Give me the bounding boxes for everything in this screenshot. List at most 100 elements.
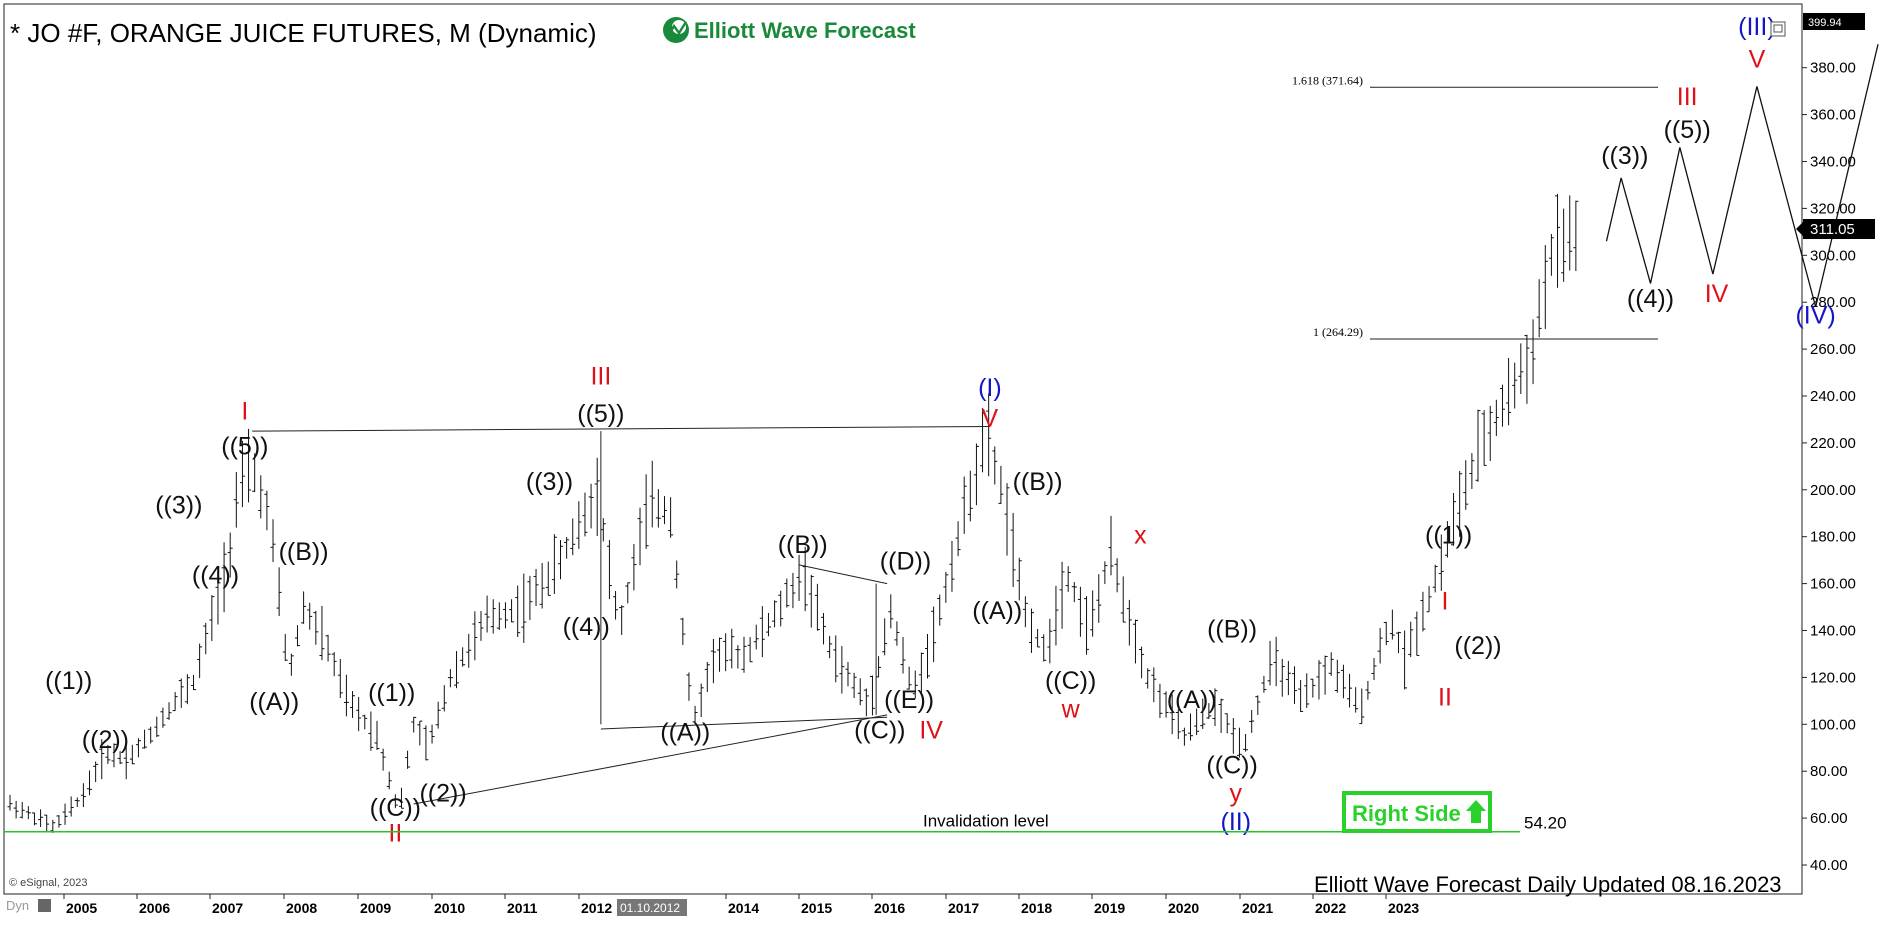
x-tick-label: 2014 xyxy=(728,900,759,916)
price-bar xyxy=(1555,193,1561,288)
price-bar xyxy=(441,685,447,712)
wave-label: ((1)) xyxy=(368,679,415,707)
price-bar xyxy=(1010,512,1016,588)
wave-label: ((5)) xyxy=(1664,116,1711,144)
dyn-control[interactable]: Dyn xyxy=(6,898,51,913)
price-bar xyxy=(955,521,961,557)
wave-label: V xyxy=(1749,46,1766,74)
wave-label: ((2)) xyxy=(419,780,466,808)
price-bar xyxy=(937,594,943,626)
price-bar xyxy=(1481,410,1487,466)
logo-text: Elliott Wave Forecast xyxy=(694,18,916,43)
wave-label: ((4)) xyxy=(1627,285,1674,313)
price-bar xyxy=(362,714,368,730)
price-bar xyxy=(1408,621,1414,658)
price-bar xyxy=(1365,680,1371,700)
dyn-label: Dyn xyxy=(6,898,29,913)
price-bar xyxy=(31,812,37,826)
x-tick-label: 2009 xyxy=(360,900,391,916)
price-bar xyxy=(900,637,906,674)
price-bar xyxy=(1059,561,1065,629)
projection-line xyxy=(1605,44,1879,308)
price-bar xyxy=(710,638,716,684)
projection-path xyxy=(1605,44,1879,308)
y-tick-label: 220.00 xyxy=(1810,435,1856,452)
price-bar xyxy=(294,625,300,647)
y-tick-label: 240.00 xyxy=(1810,388,1856,405)
price-bar xyxy=(166,702,172,720)
price-bar xyxy=(925,634,930,679)
price-bar xyxy=(1132,619,1138,664)
price-bar xyxy=(1457,470,1463,537)
price-bar xyxy=(1530,319,1536,385)
wave-label: IV xyxy=(919,716,943,744)
price-bar xyxy=(215,571,221,625)
price-bar xyxy=(1298,679,1304,712)
price-bar xyxy=(931,606,937,663)
price-bar xyxy=(1475,409,1481,482)
price-bar xyxy=(1065,566,1071,592)
price-bar xyxy=(178,678,184,708)
price-bar xyxy=(1102,561,1108,585)
price-bar xyxy=(539,563,545,609)
price-bar xyxy=(447,669,453,688)
price-bar xyxy=(643,474,649,549)
price-bar xyxy=(7,794,13,811)
price-bar xyxy=(888,594,894,629)
price-bar xyxy=(1395,631,1401,654)
price-bar xyxy=(239,440,245,508)
price-bar xyxy=(1243,733,1249,752)
right-side-badge: Right Side xyxy=(1342,791,1492,833)
price-bar xyxy=(1420,591,1426,632)
price-bar xyxy=(833,635,839,683)
wave-label: III xyxy=(590,362,611,390)
x-tick-label: 2021 xyxy=(1242,900,1273,916)
price-bar xyxy=(784,578,790,608)
price-bar xyxy=(606,539,612,600)
price-bar xyxy=(790,572,796,609)
price-bar xyxy=(454,651,460,689)
wave-label: ((A)) xyxy=(249,688,299,716)
price-bar xyxy=(1249,709,1255,733)
price-bar xyxy=(246,428,252,503)
price-bar xyxy=(1438,534,1444,591)
price-bar xyxy=(967,470,973,522)
wave-label: ((3)) xyxy=(155,491,202,519)
price-bar xyxy=(50,819,56,833)
price-bar xyxy=(545,561,551,596)
y-tick-label: 60.00 xyxy=(1810,810,1848,827)
top-price-value: 399.94 xyxy=(1808,17,1842,29)
price-bar xyxy=(282,633,288,661)
price-bar xyxy=(1432,564,1438,593)
price-bar xyxy=(876,656,882,678)
price-bar xyxy=(1218,698,1224,733)
price-bar xyxy=(582,492,588,537)
logo-icon-inner xyxy=(672,20,686,34)
price-bar xyxy=(1145,668,1151,689)
wave-labels: I((5))((3))((4))((1))((2))((b))((B))((A)… xyxy=(45,13,1836,848)
price-bar xyxy=(142,729,148,749)
y-tick-label: 200.00 xyxy=(1810,482,1856,499)
wave-label: ((C)) xyxy=(370,794,421,822)
price-bar xyxy=(765,612,771,637)
price-bar xyxy=(1151,667,1157,703)
price-bar xyxy=(62,803,68,825)
window-restore-icon[interactable] xyxy=(1770,21,1786,37)
copyright-text: © eSignal, 2023 xyxy=(9,877,87,889)
wave-label: IV xyxy=(1705,280,1729,308)
price-bar xyxy=(912,670,918,699)
price-bar xyxy=(1230,718,1236,754)
price-bar xyxy=(998,465,1004,505)
wave-label: ((B)) xyxy=(1207,616,1257,644)
price-bar xyxy=(423,725,429,761)
price-bar xyxy=(1310,678,1316,698)
price-bar xyxy=(1316,660,1322,700)
price-bar xyxy=(405,750,411,769)
price-bar xyxy=(466,633,472,668)
y-axis-ticks: 40.00 60.00 80.00 100.00 120.00 140.00 160.00 1… xyxy=(1802,60,1856,874)
price-bar xyxy=(1084,596,1090,655)
wave-label: ((B)) xyxy=(778,531,828,559)
price-bar xyxy=(980,408,986,473)
price-bar xyxy=(135,738,141,758)
price-bar xyxy=(417,720,423,746)
